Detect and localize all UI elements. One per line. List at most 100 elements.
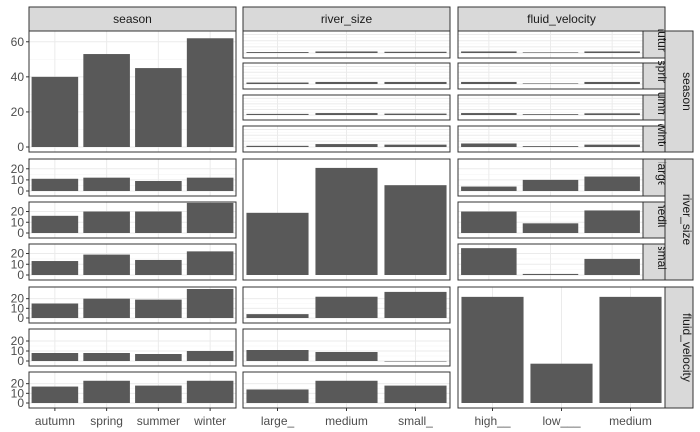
bar — [461, 143, 517, 147]
panel-river_size-season-0-border — [28, 158, 237, 197]
bar — [522, 223, 579, 233]
panel-fluid_velocity-season-2-border — [28, 371, 237, 409]
inner-strip — [642, 94, 666, 121]
bar — [584, 113, 640, 115]
y-tick-label: 60 — [11, 35, 25, 49]
y-tick-label: 20 — [11, 105, 25, 119]
bar — [31, 215, 79, 233]
bar — [461, 211, 517, 233]
x-tick-label: large_ — [261, 414, 295, 428]
bar — [186, 380, 234, 403]
bar — [315, 167, 378, 275]
column-strip-season — [28, 6, 237, 32]
inner-strip — [642, 158, 666, 197]
bar — [135, 68, 182, 147]
inner-strip — [642, 201, 666, 239]
bar — [522, 52, 579, 53]
bar — [246, 389, 309, 403]
y-tick-label: 0 — [17, 140, 24, 154]
y-tick-label: 20 — [11, 162, 25, 176]
bar — [246, 314, 309, 318]
bar — [584, 81, 640, 84]
bar — [186, 177, 234, 191]
bar — [31, 178, 79, 191]
bar — [584, 210, 640, 233]
bar — [384, 113, 447, 115]
y-tick-label: 10 — [11, 215, 25, 229]
bar — [461, 186, 517, 191]
y-tick-label: 0 — [17, 268, 24, 282]
x-tick-label: summer — [137, 414, 180, 428]
y-tick-label: 20 — [11, 247, 25, 261]
y-tick-label: 0 — [17, 311, 24, 325]
y-tick-label: 20 — [11, 292, 25, 306]
bar — [584, 144, 640, 147]
bar — [246, 212, 309, 275]
panel-season-season-border — [28, 30, 237, 153]
y-tick-label: 0 — [17, 354, 24, 368]
inner-strip-label: small_ — [655, 245, 669, 280]
bar — [522, 114, 579, 115]
x-tick-label: high__ — [474, 414, 510, 428]
bar — [186, 202, 234, 233]
bar — [461, 51, 517, 53]
bar — [135, 211, 182, 233]
x-tick-label: autumn — [35, 414, 75, 428]
bar — [31, 76, 79, 147]
bar — [186, 289, 234, 318]
bar — [186, 251, 234, 275]
inner-strip-label: medium — [655, 199, 669, 242]
y-tick-label: 20 — [11, 377, 25, 391]
inner-strip-label: large_ — [655, 161, 669, 195]
bar — [522, 179, 579, 191]
panel-fluid_velocity-season-1-border — [28, 328, 237, 367]
bar — [186, 38, 234, 148]
bar — [246, 52, 309, 53]
bar — [246, 145, 309, 147]
column-strip-river_size — [242, 6, 451, 32]
panel-river_size-season-2-border — [28, 243, 237, 281]
bar — [384, 185, 447, 275]
bar — [384, 361, 447, 362]
y-tick-label: 10 — [11, 257, 25, 271]
bar — [315, 296, 378, 318]
y-tick-label: 0 — [17, 184, 24, 198]
bar — [461, 248, 517, 275]
bar — [315, 352, 378, 361]
bar — [384, 51, 447, 53]
inner-strip — [642, 125, 666, 153]
y-tick-label: 20 — [11, 205, 25, 219]
bar — [83, 298, 130, 318]
bar — [135, 259, 182, 275]
bar — [315, 144, 378, 147]
panel-fluid_velocity-river_size-1-border — [242, 328, 451, 367]
bar — [135, 299, 182, 318]
y-tick-label: 10 — [11, 173, 25, 187]
bar — [384, 144, 447, 147]
panel-season-river_size-3-border — [242, 125, 451, 153]
bar — [31, 261, 79, 275]
inner-strip — [642, 30, 666, 59]
bar — [83, 54, 130, 147]
bar — [83, 211, 130, 233]
panel-fluid_velocity-season-0-border — [28, 286, 237, 324]
row-strip-season — [664, 30, 694, 153]
panel-fluid_velocity-river_size-0-border — [242, 286, 451, 324]
x-tick-label: winter — [193, 414, 226, 428]
y-tick-label: 40 — [11, 70, 25, 84]
bar — [584, 51, 640, 53]
bar — [522, 273, 579, 275]
inner-strip-label: summer — [655, 86, 669, 129]
bar — [530, 363, 593, 403]
bar — [246, 82, 309, 84]
inner-strip-label: spring — [655, 60, 669, 93]
y-tick-label: 10 — [11, 386, 25, 400]
column-strip-label: fluid_velocity — [527, 12, 596, 26]
bar — [384, 81, 447, 84]
panel-season-river_size-2-border — [242, 94, 451, 121]
bar — [522, 146, 579, 147]
bar — [315, 81, 378, 84]
panel-season-river_size-0-border — [242, 30, 451, 59]
row-strip-label: fluid_velocity — [680, 313, 694, 382]
